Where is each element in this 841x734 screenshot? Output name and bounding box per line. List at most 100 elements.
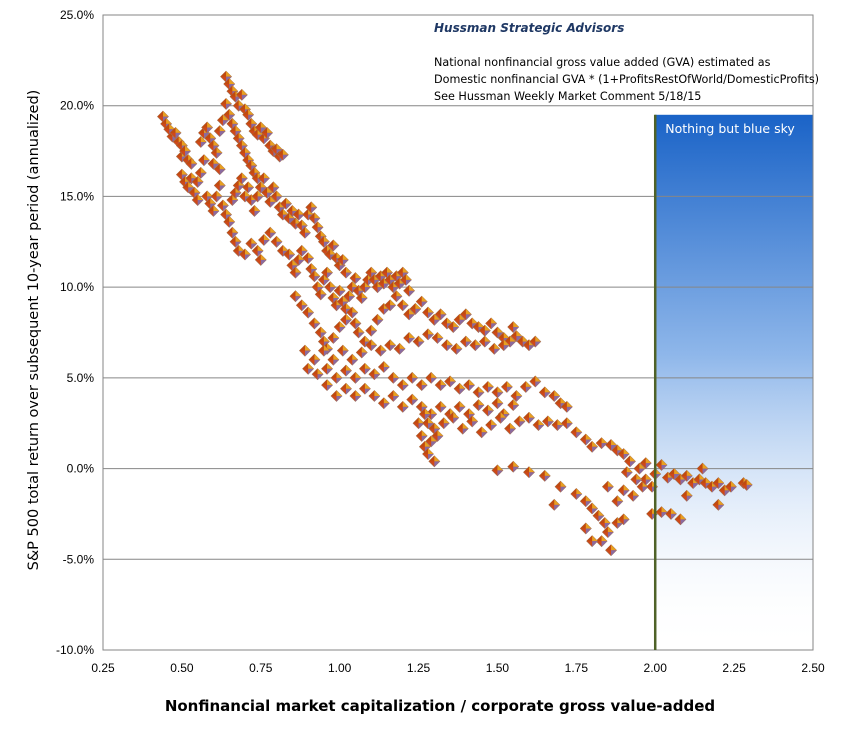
- data-point: [317, 273, 330, 286]
- x-axis-title: Nonfinancial market capitalization / cor…: [165, 697, 715, 715]
- data-point: [365, 324, 378, 337]
- data-point: [305, 201, 318, 214]
- data-point: [611, 495, 624, 508]
- data-point: [488, 342, 501, 355]
- data-point: [292, 208, 305, 221]
- data-point: [308, 353, 321, 366]
- annotation-line-3: See Hussman Weekly Market Comment 5/18/1…: [434, 90, 701, 103]
- data-point: [434, 308, 447, 321]
- data-point: [254, 121, 267, 134]
- data-point: [529, 335, 542, 348]
- data-point: [314, 326, 327, 339]
- x-axis-tick-labels: 0.25 0.50 0.75 1.00 1.25 1.50 1.75 2.00 2.25 2.50: [91, 661, 825, 675]
- x-tick-label: 0.25: [91, 661, 115, 675]
- y-tick-label: 20.0%: [60, 99, 94, 113]
- data-point: [242, 181, 255, 194]
- data-point: [396, 379, 409, 392]
- data-point: [191, 175, 204, 188]
- data-point: [425, 371, 438, 384]
- data-point: [280, 197, 292, 210]
- data-point: [254, 181, 267, 194]
- data-point: [437, 417, 450, 430]
- data-point: [295, 244, 308, 257]
- data-point: [365, 339, 378, 352]
- data-point: [507, 460, 520, 473]
- data-point: [434, 379, 447, 392]
- data-point: [169, 127, 182, 139]
- data-point: [586, 502, 599, 515]
- data-point: [346, 306, 359, 319]
- data-point: [182, 181, 195, 194]
- data-point: [213, 163, 226, 176]
- data-point: [680, 469, 693, 482]
- data-point: [485, 317, 498, 330]
- data-point: [412, 335, 425, 348]
- data-point: [308, 212, 321, 225]
- data-point: [349, 371, 362, 384]
- data-point: [321, 379, 333, 392]
- data-point: [396, 299, 409, 312]
- data-point: [377, 397, 390, 410]
- data-point: [251, 244, 264, 257]
- data-point: [463, 379, 475, 392]
- data-point: [406, 393, 419, 406]
- data-point: [630, 473, 643, 486]
- data-point: [441, 339, 453, 352]
- data-point: [680, 489, 693, 502]
- x-tick-label: 2.50: [801, 661, 825, 675]
- data-point: [478, 335, 491, 348]
- data-point: [346, 353, 359, 366]
- y-tick-label: 0.0%: [67, 462, 95, 476]
- data-point: [740, 478, 753, 491]
- data-point: [213, 179, 226, 192]
- data-point: [415, 295, 428, 308]
- data-point: [513, 415, 526, 428]
- data-point: [270, 235, 283, 248]
- blue-sky-label: Nothing but blue sky: [665, 121, 795, 136]
- data-point: [302, 362, 315, 375]
- data-point: [665, 508, 677, 520]
- data-point: [605, 544, 617, 557]
- data-point: [500, 381, 513, 393]
- data-point: [491, 326, 504, 339]
- data-point: [245, 237, 258, 250]
- data-point: [267, 181, 280, 194]
- data-point: [336, 254, 349, 266]
- annotation-line-1: National nonfinancial gross value added …: [434, 56, 771, 69]
- data-point: [624, 455, 636, 468]
- data-point: [532, 419, 545, 431]
- data-point: [523, 411, 535, 424]
- data-point: [311, 221, 324, 234]
- data-point: [504, 422, 516, 435]
- data-point: [560, 417, 573, 430]
- data-point: [194, 166, 207, 179]
- data-point: [327, 353, 340, 366]
- data-point: [494, 411, 507, 424]
- data-point: [598, 517, 611, 529]
- data-point: [586, 535, 599, 548]
- data-point: [538, 386, 551, 399]
- annotation-line-2: Domestic nonfinancial GVA * (1+ProfitsRe…: [434, 73, 819, 86]
- y-tick-label: 25.0%: [60, 8, 94, 22]
- data-point: [639, 457, 652, 470]
- data-point: [485, 419, 498, 431]
- x-tick-label: 0.50: [170, 661, 194, 675]
- data-point: [207, 157, 220, 170]
- data-point: [422, 448, 434, 460]
- data-point: [210, 146, 223, 159]
- data-point: [507, 321, 520, 333]
- data-point: [216, 199, 229, 212]
- y-axis-tick-labels: -10.0% -5.0% 0.0% 5.0% 10.0% 15.0% 20.0% 25.0%: [56, 8, 94, 657]
- data-point: [340, 382, 352, 395]
- data-point: [258, 172, 270, 185]
- data-point: [349, 390, 362, 402]
- data-point: [321, 266, 333, 279]
- data-point: [434, 400, 447, 413]
- data-point: [560, 400, 573, 413]
- data-point: [456, 422, 469, 435]
- data-point: [368, 368, 381, 381]
- data-point: [601, 480, 614, 493]
- data-point: [302, 306, 315, 319]
- data-point: [308, 317, 321, 330]
